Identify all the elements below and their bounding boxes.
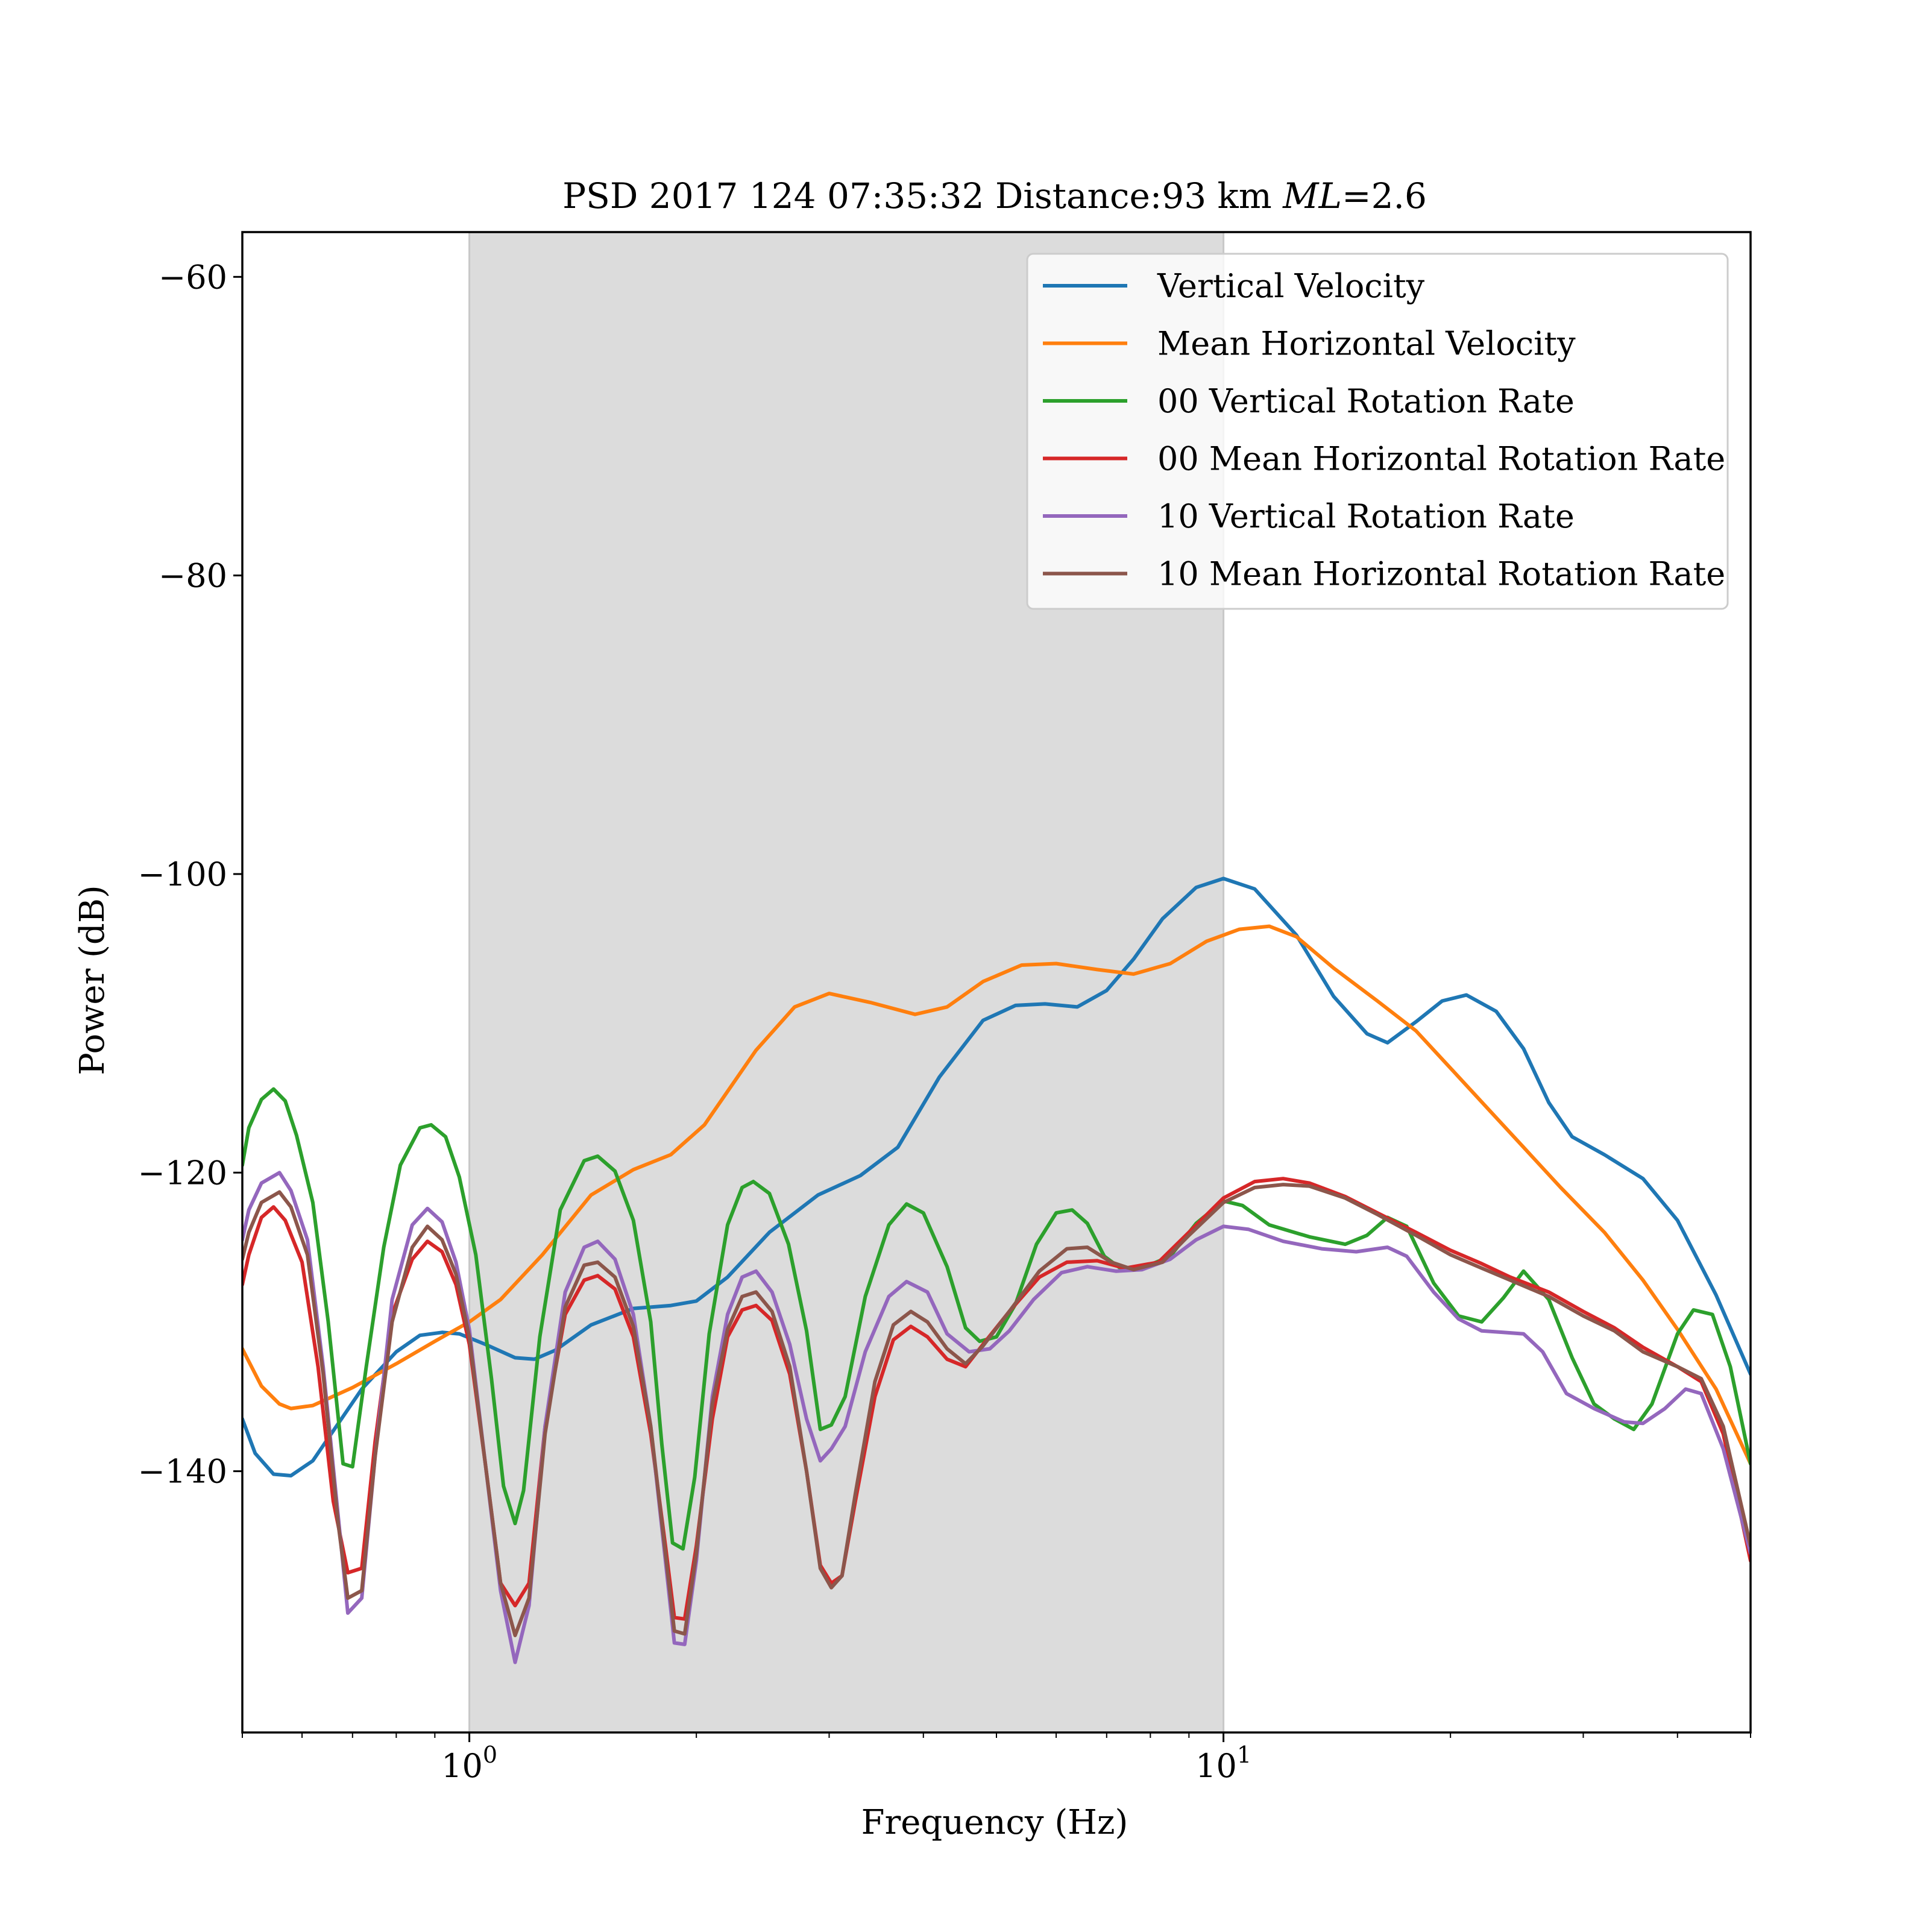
series-line-mean-horizontal-velocity [242, 924, 1751, 1466]
legend-label-10-vertical-rotation-rate: 10 Vertical Rotation Rate [1157, 497, 1575, 535]
legend-label-mean-horizontal-velocity: Mean Horizontal Velocity [1157, 325, 1576, 363]
x-tick-label-exponent: 0 [483, 1742, 497, 1768]
legend: Vertical Velocity Mean Horizontal Velocit… [1026, 253, 1729, 610]
y-tick-label: −80 [159, 557, 227, 595]
legend-box [1026, 253, 1729, 610]
y-tick-label: −120 [138, 1154, 227, 1192]
x-tick-label-base: 10 [1195, 1747, 1237, 1785]
x-tick-label: 100 [441, 1742, 497, 1785]
y-tick-label: −140 [138, 1453, 227, 1491]
legend-label-vertical-velocity: Vertical Velocity [1157, 267, 1425, 305]
series-line-10-vertical-rotation-rate [242, 1171, 1751, 1664]
chart-title-math: ML [1282, 175, 1342, 216]
legend-label-10-mean-horizontal-rotation-rate: 10 Mean Horizontal Rotation Rate [1157, 555, 1725, 593]
chart-title: PSD 2017 124 07:35:32 Distance:93 km ML=… [562, 175, 1427, 216]
x-tick-label-base: 10 [441, 1747, 483, 1785]
chart-title-tail: =2.6 [1342, 175, 1427, 216]
y-tick-label: −100 [138, 855, 227, 893]
legend-label-00-mean-horizontal-rotation-rate: 00 Mean Horizontal Rotation Rate [1157, 440, 1725, 478]
x-axis-label: Frequency (Hz) [861, 1803, 1128, 1842]
series-line-10-mean-horizontal-rotation-rate [242, 1183, 1751, 1637]
series-line-00-vertical-rotation-rate [242, 1087, 1751, 1551]
legend-label-00-vertical-rotation-rate: 00 Vertical Rotation Rate [1157, 382, 1575, 420]
chart-title-text: PSD 2017 124 07:35:32 Distance:93 km [562, 175, 1283, 216]
series-layer [242, 876, 1751, 1664]
legend-entries: Vertical Velocity Mean Horizontal Velocit… [1043, 267, 1725, 593]
series-line-vertical-velocity [242, 876, 1751, 1477]
x-tick-label-exponent: 1 [1237, 1742, 1251, 1768]
y-tick-label: −60 [159, 258, 227, 296]
x-tick-label: 101 [1195, 1742, 1251, 1785]
y-axis-label: Power (dB) [73, 885, 112, 1075]
